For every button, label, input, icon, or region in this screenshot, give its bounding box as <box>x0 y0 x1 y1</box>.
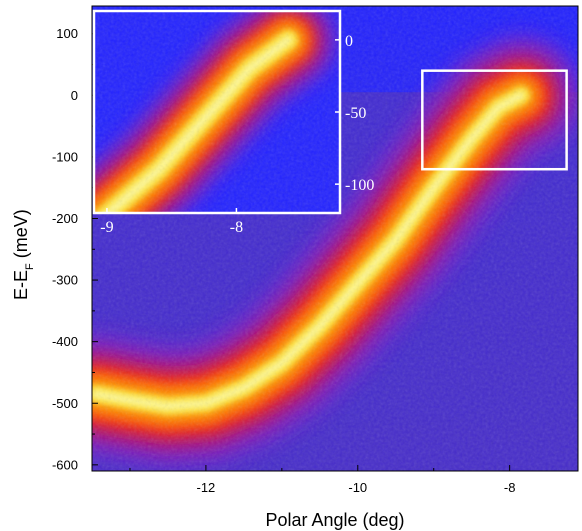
inset-zoom-plot: -9 -8 0 -50 -100 <box>92 9 374 236</box>
x-tick-label: -10 <box>348 480 367 495</box>
inset-x-tick-label: -8 <box>230 219 243 236</box>
x-axis-title: Polar Angle (deg) <box>265 510 404 530</box>
inset-y-tick-label: -50 <box>345 105 366 122</box>
inset-y-tick-label: 0 <box>345 33 353 50</box>
y-axis: 100 0 -100 -200 -300 -400 -500 -600 <box>52 26 98 472</box>
y-tick-label: -400 <box>52 334 78 349</box>
y-tick-label: -200 <box>52 211 78 226</box>
y-axis-title: E-EF (meV) <box>11 209 36 300</box>
highlight-box <box>421 69 568 171</box>
y-axis-title-main: E-E <box>11 270 31 300</box>
plot-frame <box>91 5 579 472</box>
x-tick-label: -12 <box>197 480 216 495</box>
inset-noise-texture <box>94 11 340 213</box>
inset-y-tick-label: -100 <box>345 177 374 194</box>
y-tick-label: 100 <box>56 26 78 41</box>
y-axis-title-unit: (meV) <box>11 209 31 263</box>
x-axis: -12 -10 -8 <box>129 465 516 495</box>
y-axis-title-subscript: F <box>24 263 36 270</box>
y-tick-label: -300 <box>52 273 78 288</box>
y-tick-label: -100 <box>52 149 78 164</box>
y-tick-label: 0 <box>71 88 78 103</box>
x-tick-label: -8 <box>504 480 516 495</box>
y-tick-label: -500 <box>52 396 78 411</box>
y-tick-label: -600 <box>52 457 78 472</box>
inset-x-tick-label: -9 <box>100 219 113 236</box>
inset-axes: -9 -8 0 -50 -100 <box>100 33 374 236</box>
